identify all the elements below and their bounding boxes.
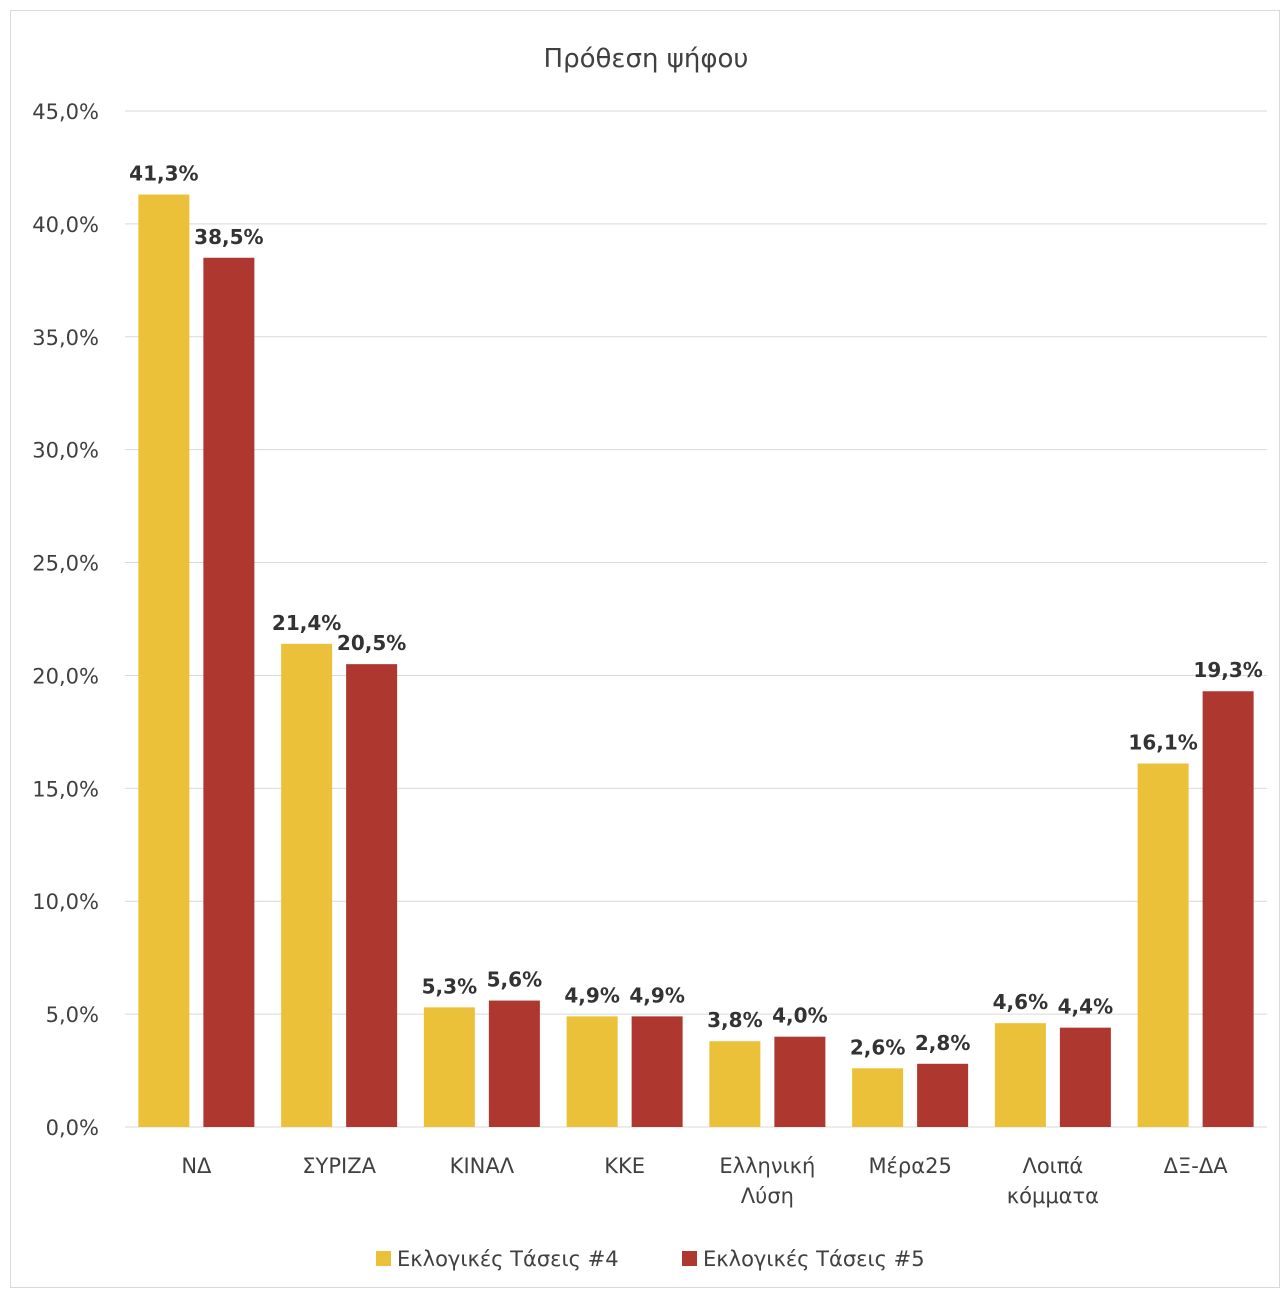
- bar: [566, 1016, 618, 1127]
- x-category-label: ΔΞ-ΔΑ: [1164, 1154, 1229, 1178]
- x-category-label: ΝΔ: [181, 1154, 212, 1178]
- data-label: 4,6%: [993, 990, 1048, 1014]
- data-label: 20,5%: [337, 631, 406, 655]
- data-label: 4,4%: [1058, 995, 1113, 1019]
- data-label: 3,8%: [707, 1008, 762, 1032]
- bar: [631, 1016, 683, 1127]
- data-label: 21,4%: [272, 611, 341, 635]
- data-label: 4,9%: [564, 983, 619, 1007]
- data-label: 2,6%: [850, 1035, 905, 1059]
- bar: [138, 194, 190, 1127]
- bar: [994, 1023, 1046, 1127]
- chart-frame: Πρόθεση ψήφου 0,0% 5,0% 10,0% 15,0% 20,0% 25,…: [10, 10, 1280, 1288]
- data-label: 41,3%: [129, 162, 198, 186]
- bar: [852, 1068, 904, 1127]
- bar: [423, 1007, 475, 1127]
- y-tick-label: 35,0%: [32, 326, 99, 350]
- data-label: 2,8%: [915, 1031, 970, 1055]
- bar: [1137, 763, 1189, 1127]
- bar: [488, 1000, 540, 1127]
- data-labels: 41,3% 38,5% 21,4%20,5% 5,3% 5,6% 4,9% 4,9% 3,8%…: [129, 162, 1263, 1060]
- y-tick-label: 15,0%: [32, 777, 99, 801]
- x-category-label: Λοιπά: [1022, 1154, 1083, 1178]
- legend-swatch: [682, 1251, 697, 1266]
- bar: [709, 1041, 761, 1127]
- bars: [138, 194, 1254, 1127]
- bar: [346, 664, 398, 1127]
- y-tick-label: 45,0%: [32, 100, 99, 124]
- x-category-label: ΣΥΡΙΖΑ: [302, 1154, 376, 1178]
- data-label: 4,0%: [772, 1004, 827, 1028]
- y-tick-label: 10,0%: [32, 890, 99, 914]
- y-tick-label: 30,0%: [32, 439, 99, 463]
- legend-swatch: [376, 1251, 391, 1266]
- bar: [1059, 1027, 1111, 1127]
- chart-title: Πρόθεση ψήφου: [544, 44, 749, 74]
- y-tick-label: 20,0%: [32, 664, 99, 688]
- data-label: 4,9%: [629, 983, 684, 1007]
- x-category-label: Μέρα25: [868, 1154, 951, 1178]
- bar: [917, 1063, 969, 1127]
- data-label: 38,5%: [194, 225, 263, 249]
- y-tick-label: 0,0%: [46, 1116, 99, 1140]
- bar: [281, 643, 333, 1127]
- x-category-label: ΚΙΝΑΛ: [450, 1154, 515, 1178]
- y-tick-label: 5,0%: [46, 1003, 99, 1027]
- x-category-label: κόμματα: [1007, 1184, 1099, 1208]
- data-label: 16,1%: [1128, 730, 1197, 754]
- x-category-label: ΚΚΕ: [604, 1154, 645, 1178]
- legend-label: Εκλογικές Τάσεις #4: [397, 1247, 619, 1271]
- bar-chart: Πρόθεση ψήφου 0,0% 5,0% 10,0% 15,0% 20,0% 25,…: [32, 44, 1267, 1271]
- legend-label: Εκλογικές Τάσεις #5: [703, 1247, 925, 1271]
- x-category-label: Λύση: [741, 1184, 794, 1208]
- legend: Εκλογικές Τάσεις #4 Εκλογικές Τάσεις #5: [376, 1247, 925, 1271]
- data-label: 5,6%: [487, 968, 542, 992]
- data-label: 5,3%: [422, 974, 477, 998]
- y-tick-label: 25,0%: [32, 552, 99, 576]
- y-axis-ticks: 0,0% 5,0% 10,0% 15,0% 20,0% 25,0% 30,0% 35,0% 40…: [32, 100, 99, 1140]
- x-category-label: Ελληνική: [719, 1154, 815, 1178]
- data-label: 19,3%: [1193, 658, 1262, 682]
- x-axis-categories: ΝΔ ΣΥΡΙΖΑ ΚΙΝΑΛ ΚΚΕ Ελληνική Λύση Μέρα25 Λοιπά κ…: [181, 1154, 1228, 1208]
- y-tick-label: 40,0%: [32, 213, 99, 237]
- bar: [203, 257, 255, 1127]
- bar: [1202, 691, 1254, 1127]
- bar: [774, 1036, 826, 1127]
